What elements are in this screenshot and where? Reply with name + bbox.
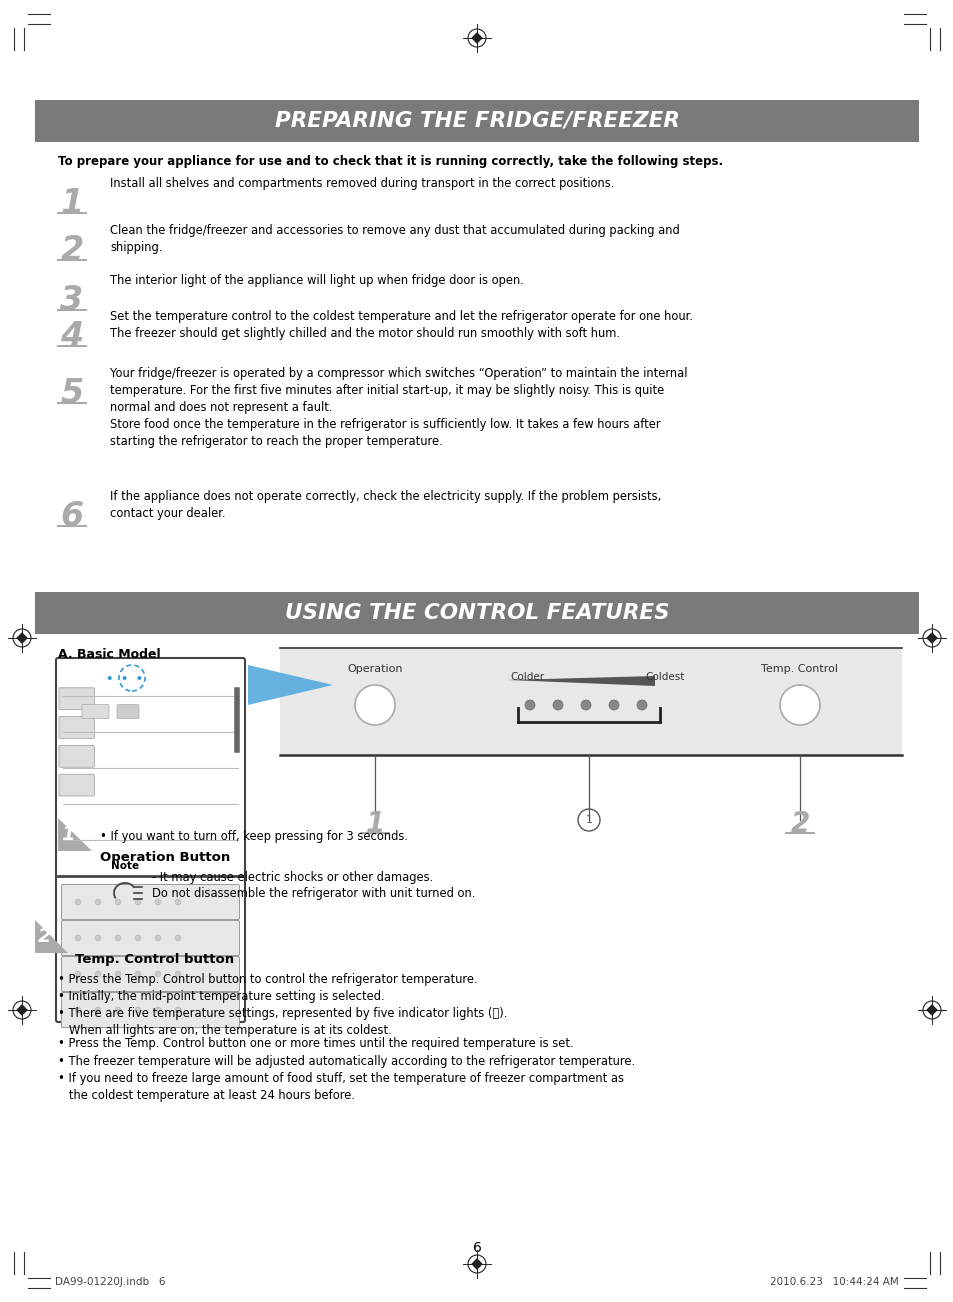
- Polygon shape: [471, 33, 482, 44]
- Text: Install all shelves and compartments removed during transport in the correct pos: Install all shelves and compartments rem…: [110, 177, 614, 190]
- FancyBboxPatch shape: [59, 746, 94, 767]
- Text: • If you need to freeze large amount of food stuff, set the temperature of freez: • If you need to freeze large amount of …: [58, 1072, 623, 1101]
- FancyBboxPatch shape: [61, 921, 239, 956]
- Circle shape: [174, 935, 181, 941]
- FancyBboxPatch shape: [82, 704, 109, 719]
- Text: 4: 4: [60, 320, 84, 353]
- Text: Operation: Operation: [347, 664, 402, 674]
- Text: Do not disassemble the refrigerator with unit turned on.: Do not disassemble the refrigerator with…: [152, 887, 475, 900]
- Circle shape: [355, 685, 395, 725]
- Text: Colder: Colder: [510, 672, 543, 682]
- Polygon shape: [35, 921, 68, 953]
- Text: 2010.6.23   10:44:24 AM: 2010.6.23 10:44:24 AM: [769, 1277, 898, 1286]
- FancyBboxPatch shape: [61, 957, 239, 992]
- Text: A. Basic Model: A. Basic Model: [58, 648, 160, 661]
- Circle shape: [524, 700, 535, 710]
- Bar: [35, 100, 918, 142]
- Text: 1: 1: [585, 815, 592, 825]
- FancyBboxPatch shape: [56, 658, 245, 1022]
- Circle shape: [115, 935, 121, 941]
- Text: Your fridge/freezer is operated by a compressor which switches “Operation” to ma: Your fridge/freezer is operated by a com…: [110, 367, 687, 448]
- FancyBboxPatch shape: [61, 884, 239, 919]
- Polygon shape: [471, 1258, 482, 1269]
- Text: 2: 2: [789, 810, 809, 838]
- Text: DA99-01220J.indb   6: DA99-01220J.indb 6: [55, 1277, 165, 1286]
- Circle shape: [135, 935, 141, 941]
- Circle shape: [135, 898, 141, 905]
- Polygon shape: [16, 1004, 28, 1016]
- FancyBboxPatch shape: [59, 775, 94, 796]
- Circle shape: [95, 898, 101, 905]
- Text: 3: 3: [60, 284, 84, 316]
- Circle shape: [115, 898, 121, 905]
- Circle shape: [75, 898, 81, 905]
- Text: 1: 1: [61, 824, 74, 844]
- Circle shape: [123, 676, 127, 680]
- Circle shape: [95, 971, 101, 976]
- Text: - It may cause electric shocks or other damages.: - It may cause electric shocks or other …: [152, 871, 433, 884]
- Circle shape: [75, 971, 81, 976]
- Text: Note: Note: [111, 861, 139, 871]
- Text: The interior light of the appliance will light up when fridge door is open.: The interior light of the appliance will…: [110, 273, 523, 286]
- Text: 1: 1: [365, 810, 384, 838]
- Circle shape: [95, 935, 101, 941]
- Circle shape: [154, 1006, 161, 1013]
- Circle shape: [174, 1006, 181, 1013]
- Text: To prepare your appliance for use and to check that it is running correctly, tak: To prepare your appliance for use and to…: [58, 155, 722, 168]
- Text: Temp. Control: Temp. Control: [760, 664, 838, 674]
- Text: • There are five temperature settings, represented by five indicator lights (ⓘ).: • There are five temperature settings, r…: [58, 1006, 507, 1036]
- Circle shape: [135, 1006, 141, 1013]
- Text: • Press the Temp. Control button one or more times until the required temperatur: • Press the Temp. Control button one or …: [58, 1036, 573, 1049]
- Circle shape: [608, 700, 618, 710]
- Circle shape: [115, 1006, 121, 1013]
- FancyBboxPatch shape: [61, 992, 239, 1027]
- FancyBboxPatch shape: [117, 704, 139, 719]
- Polygon shape: [925, 1004, 937, 1016]
- Circle shape: [154, 935, 161, 941]
- Circle shape: [115, 971, 121, 976]
- Circle shape: [553, 700, 562, 710]
- FancyBboxPatch shape: [59, 716, 94, 738]
- Polygon shape: [248, 665, 333, 704]
- Text: 6: 6: [472, 1241, 481, 1255]
- Text: 2: 2: [60, 234, 84, 267]
- Circle shape: [174, 971, 181, 976]
- Text: • If you want to turn off, keep pressing for 3 seconds.: • If you want to turn off, keep pressing…: [100, 829, 408, 842]
- Text: • Press the Temp. Control button to control the refrigerator temperature.: • Press the Temp. Control button to cont…: [58, 973, 477, 986]
- Text: Operation Button: Operation Button: [100, 852, 230, 865]
- Circle shape: [95, 1006, 101, 1013]
- Circle shape: [135, 971, 141, 976]
- Text: If the appliance does not operate correctly, check the electricity supply. If th: If the appliance does not operate correc…: [110, 490, 660, 519]
- Circle shape: [75, 1006, 81, 1013]
- Bar: [35, 592, 918, 634]
- Text: PREPARING THE FRIDGE/FREEZER: PREPARING THE FRIDGE/FREEZER: [274, 111, 679, 132]
- Text: 2: 2: [38, 927, 51, 945]
- Circle shape: [174, 898, 181, 905]
- Polygon shape: [507, 676, 655, 686]
- Text: Clean the fridge/freezer and accessories to remove any dust that accumulated dur: Clean the fridge/freezer and accessories…: [110, 224, 679, 254]
- Circle shape: [780, 685, 820, 725]
- Text: Set the temperature control to the coldest temperature and let the refrigerator : Set the temperature control to the colde…: [110, 310, 692, 340]
- Circle shape: [75, 935, 81, 941]
- Text: • Initially, the mid-point temperature setting is selected.: • Initially, the mid-point temperature s…: [58, 990, 384, 1003]
- Circle shape: [108, 676, 112, 680]
- Text: USING THE CONTROL FEATURES: USING THE CONTROL FEATURES: [284, 603, 669, 622]
- Text: Temp. Control button: Temp. Control button: [75, 953, 233, 966]
- FancyBboxPatch shape: [59, 687, 94, 710]
- Polygon shape: [16, 633, 28, 644]
- Circle shape: [154, 898, 161, 905]
- Polygon shape: [925, 633, 937, 644]
- Circle shape: [137, 676, 141, 680]
- Text: Coldest: Coldest: [644, 672, 683, 682]
- Circle shape: [154, 971, 161, 976]
- Bar: [280, 648, 901, 755]
- Text: • The freezer temperature will be adjusted automatically according to the refrig: • The freezer temperature will be adjust…: [58, 1055, 635, 1068]
- Text: 1: 1: [60, 187, 84, 220]
- Polygon shape: [58, 818, 91, 852]
- Circle shape: [580, 700, 590, 710]
- Text: 5: 5: [60, 378, 84, 410]
- Circle shape: [637, 700, 646, 710]
- Text: 6: 6: [60, 500, 84, 533]
